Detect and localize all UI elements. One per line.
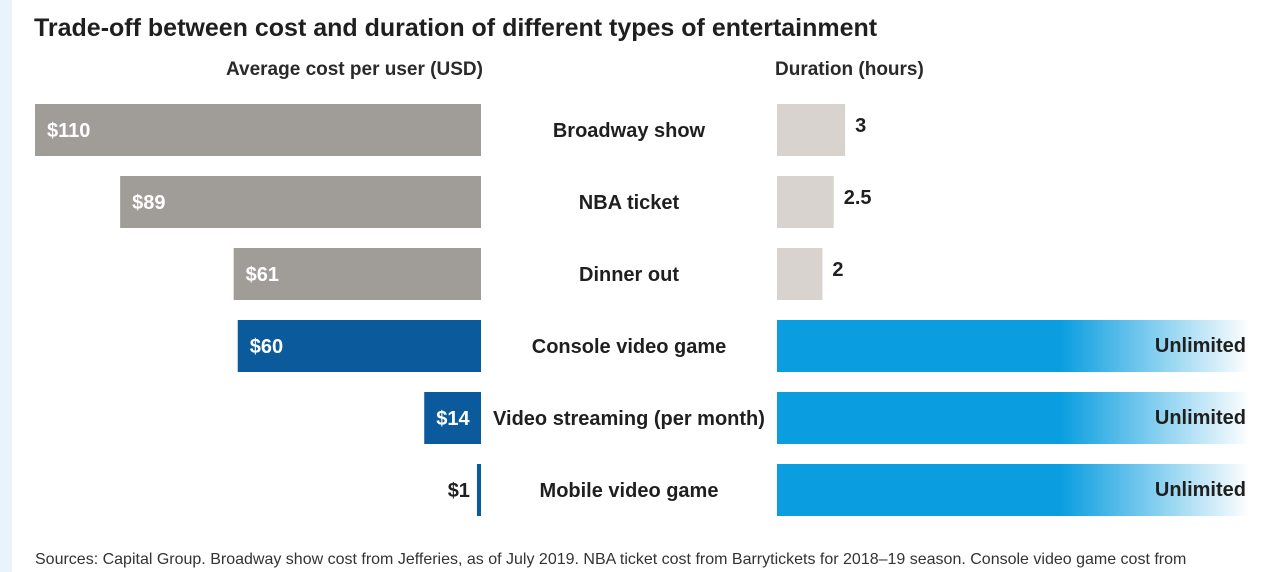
category-label: Console video game [532, 336, 727, 358]
duration-axis-label: Duration (hours) [775, 59, 924, 80]
cost-bars-group: $110 $89 $61 $60 $14 $1 [35, 104, 482, 516]
source-note: Sources: Capital Group. Broadway show co… [35, 551, 1187, 568]
cost-bar [476, 464, 481, 516]
duration-value-label: 2.5 [844, 187, 872, 209]
duration-bar [777, 248, 823, 300]
chart-title: Trade-off between cost and duration of d… [34, 14, 878, 42]
cost-bar [424, 392, 481, 444]
duration-bar-unlimited [777, 320, 1250, 372]
category-labels-group: Broadway show NBA ticket Dinner out Console… [493, 120, 765, 502]
duration-value-label: 3 [855, 115, 866, 137]
duration-bar-unlimited [777, 464, 1250, 516]
duration-value-label: Unlimited [1155, 407, 1246, 429]
duration-bar-unlimited [777, 392, 1250, 444]
category-label: Mobile video game [540, 480, 719, 502]
duration-value-label: Unlimited [1155, 335, 1246, 357]
left-accent-strip [0, 0, 12, 572]
cost-bar [35, 104, 481, 156]
cost-value-label: $61 [246, 264, 279, 286]
duration-bar [777, 176, 834, 228]
cost-axis-label: Average cost per user (USD) [226, 59, 483, 80]
cost-bar [233, 248, 481, 300]
category-label: Dinner out [579, 264, 679, 286]
cost-value-label: $60 [250, 336, 283, 358]
duration-bar [777, 104, 846, 156]
category-label: Video streaming (per month) [493, 408, 765, 430]
cost-bar [120, 176, 482, 228]
cost-value-label: $89 [132, 192, 165, 214]
duration-value-label: 2 [832, 259, 843, 281]
cost-value-label: $14 [436, 408, 470, 430]
duration-bars-group: 3 2.5 2 Unlimited Unlimited Unlimited [777, 104, 1250, 516]
cost-value-label: $1 [448, 480, 470, 502]
category-label: NBA ticket [579, 192, 680, 214]
cost-value-label: $110 [47, 120, 90, 142]
category-label: Broadway show [553, 120, 706, 142]
cost-bar [237, 320, 481, 372]
duration-value-label: Unlimited [1155, 479, 1246, 501]
